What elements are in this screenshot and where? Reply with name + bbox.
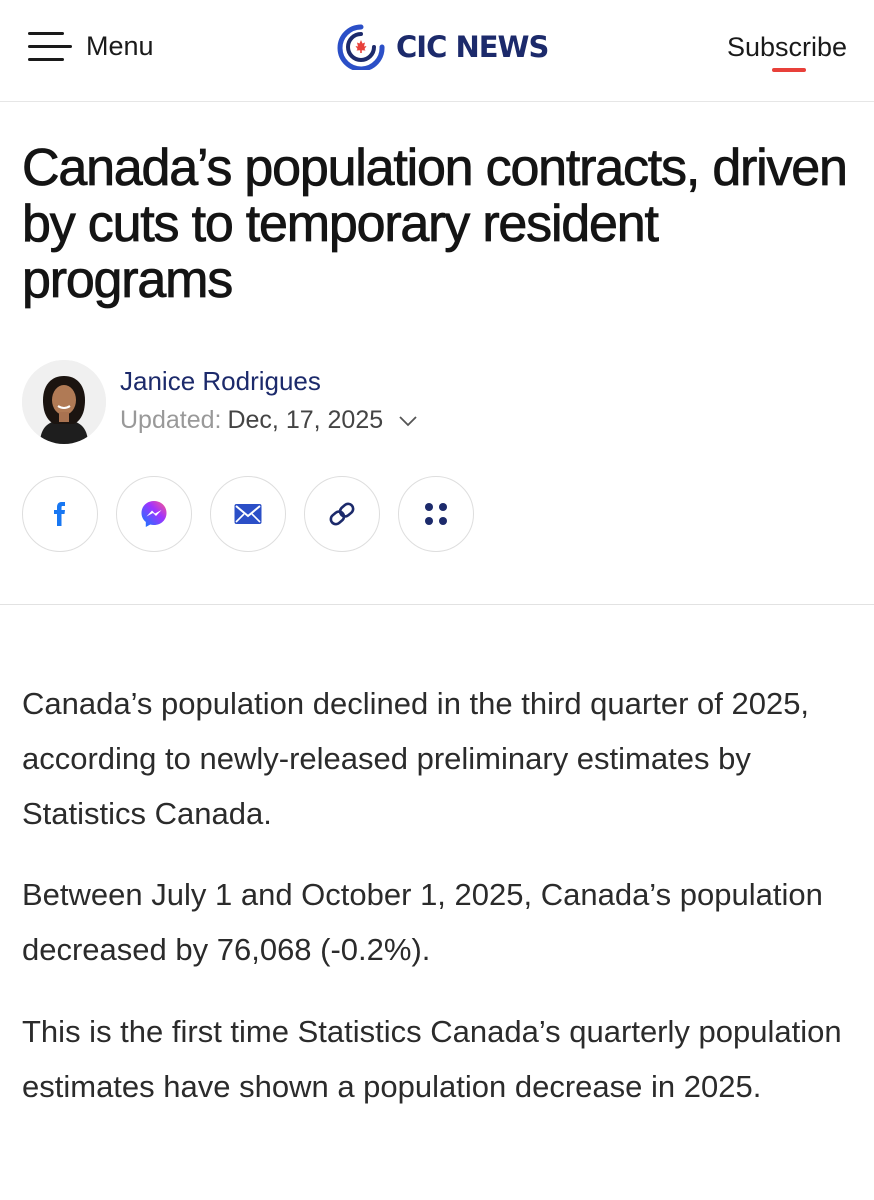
updated-info[interactable]: Updated: Dec, 17, 2025 <box>120 406 419 435</box>
section-divider <box>0 604 874 605</box>
maple-leaf-logo-icon <box>337 24 385 70</box>
messenger-icon <box>141 501 167 527</box>
email-icon <box>234 504 262 524</box>
avatar-photo <box>22 360 106 444</box>
article-paragraph: Between July 1 and October 1, 2025, Cana… <box>22 877 823 967</box>
site-logo[interactable]: CIC NEWS <box>336 24 549 70</box>
hamburger-icon <box>28 28 72 64</box>
link-icon <box>329 502 355 526</box>
share-buttons <box>22 476 474 552</box>
author-name-link[interactable]: Janice Rodrigues <box>120 366 321 396</box>
share-email-button[interactable] <box>210 476 286 552</box>
share-facebook-button[interactable] <box>22 476 98 552</box>
share-messenger-button[interactable] <box>116 476 192 552</box>
article-paragraph: Canada’s population declined in the thir… <box>22 686 810 831</box>
article-title: Canada’s population contracts, driven by… <box>22 139 849 309</box>
subscribe-underline <box>772 68 806 72</box>
author-avatar[interactable] <box>22 360 106 444</box>
logo-text: CIC NEWS <box>396 30 549 64</box>
menu-label: Menu <box>86 30 154 61</box>
more-icon <box>425 503 447 525</box>
updated-date: Dec, 17, 2025 <box>227 406 384 434</box>
article-paragraph: This is the first time Statistics Canada… <box>22 1014 842 1104</box>
site-header: Menu CIC NEWS Subscribe <box>0 0 874 102</box>
menu-button[interactable]: Menu <box>28 28 154 64</box>
updated-label: Updated: <box>120 406 222 434</box>
subscribe-link[interactable]: Subscribe <box>727 32 848 62</box>
facebook-icon <box>54 502 65 526</box>
copy-link-button[interactable] <box>304 476 380 552</box>
more-share-button[interactable] <box>398 476 474 552</box>
chevron-down-icon <box>399 415 417 426</box>
